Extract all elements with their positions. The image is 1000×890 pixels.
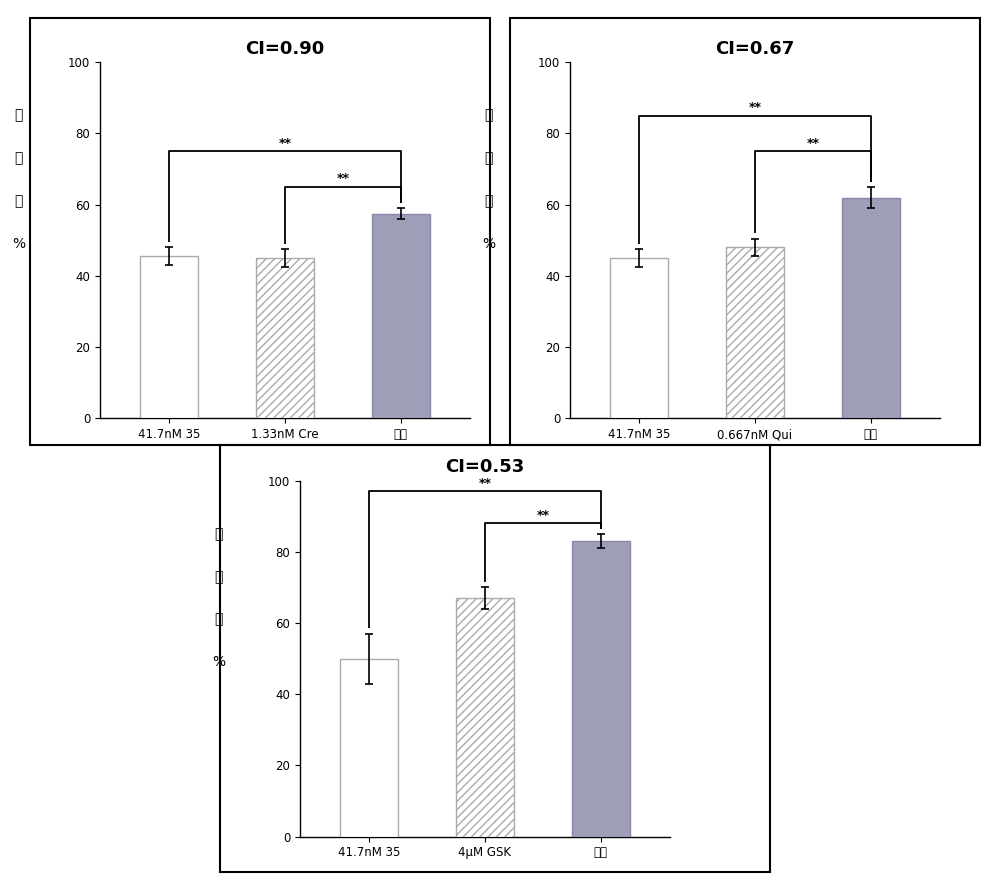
Text: **: ** — [479, 476, 492, 490]
Text: 抑: 抑 — [14, 109, 23, 123]
Bar — [340, 659, 398, 837]
Text: 制: 制 — [14, 151, 23, 166]
Text: 制: 制 — [484, 151, 493, 166]
Text: %: % — [212, 655, 225, 669]
Bar — [610, 258, 668, 418]
Text: **: ** — [536, 508, 549, 522]
Title: CI=0.53: CI=0.53 — [445, 458, 525, 476]
Bar — [842, 198, 900, 418]
Bar — [372, 214, 430, 418]
Bar — [456, 598, 514, 837]
Bar — [256, 258, 314, 418]
Text: **: ** — [278, 136, 292, 150]
Title: CI=0.67: CI=0.67 — [715, 40, 795, 58]
Text: 率: 率 — [484, 194, 493, 208]
Title: CI=0.90: CI=0.90 — [245, 40, 325, 58]
Text: **: ** — [748, 101, 762, 114]
Text: 率: 率 — [14, 194, 23, 208]
Text: %: % — [482, 237, 495, 251]
Bar — [572, 541, 630, 837]
Text: 抑: 抑 — [484, 109, 493, 123]
Bar — [140, 256, 198, 418]
Text: 制: 制 — [214, 570, 223, 584]
Bar — [726, 247, 784, 418]
Text: 抑: 抑 — [214, 527, 223, 541]
Text: **: ** — [806, 136, 819, 150]
Text: %: % — [12, 237, 25, 251]
Text: **: ** — [336, 172, 349, 185]
Text: 率: 率 — [214, 612, 223, 627]
